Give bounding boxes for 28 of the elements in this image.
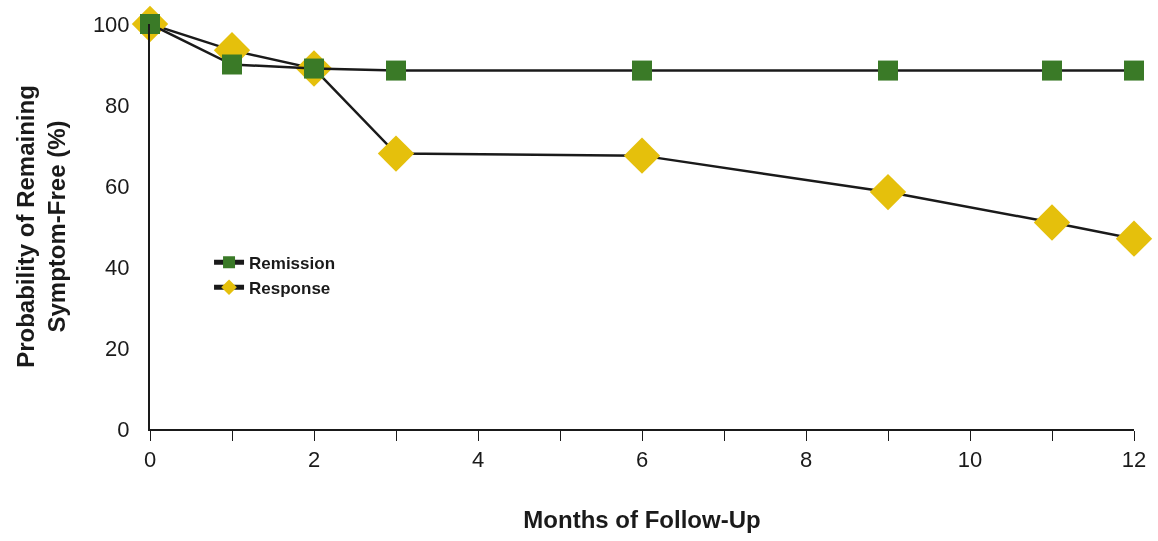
point [377, 135, 415, 172]
x-tick-label: 8 [799, 447, 813, 473]
y-tick-label: 100 [92, 11, 130, 37]
point [222, 54, 242, 75]
x-axis-title: Months of Follow-Up [523, 506, 761, 534]
point [1033, 204, 1071, 241]
x-tick-label: 6 [635, 447, 649, 473]
legend-label: Remission [249, 253, 336, 273]
point [386, 60, 406, 81]
y-tick-label: 40 [105, 254, 130, 280]
y-tick-label: 0 [117, 416, 130, 442]
x-tick-label: 0 [143, 447, 157, 473]
point [1042, 60, 1062, 81]
x-tick-label: 12 [1121, 447, 1147, 473]
legend-label: Response [249, 278, 331, 298]
point [623, 137, 661, 174]
point [878, 60, 898, 81]
y-tick-label: 20 [105, 335, 130, 361]
y-tick-label: 60 [105, 173, 130, 199]
x-tick-label: 4 [471, 447, 485, 473]
point [1124, 60, 1144, 81]
point [869, 173, 907, 211]
x-tick-label: 10 [957, 447, 983, 473]
point [632, 60, 652, 81]
y-tick-label: 80 [105, 92, 130, 118]
y-axis-title: Probability of Remaining Symptom-Free (%) [12, 85, 71, 368]
point [1115, 220, 1153, 257]
x-tick-label: 2 [307, 447, 321, 473]
